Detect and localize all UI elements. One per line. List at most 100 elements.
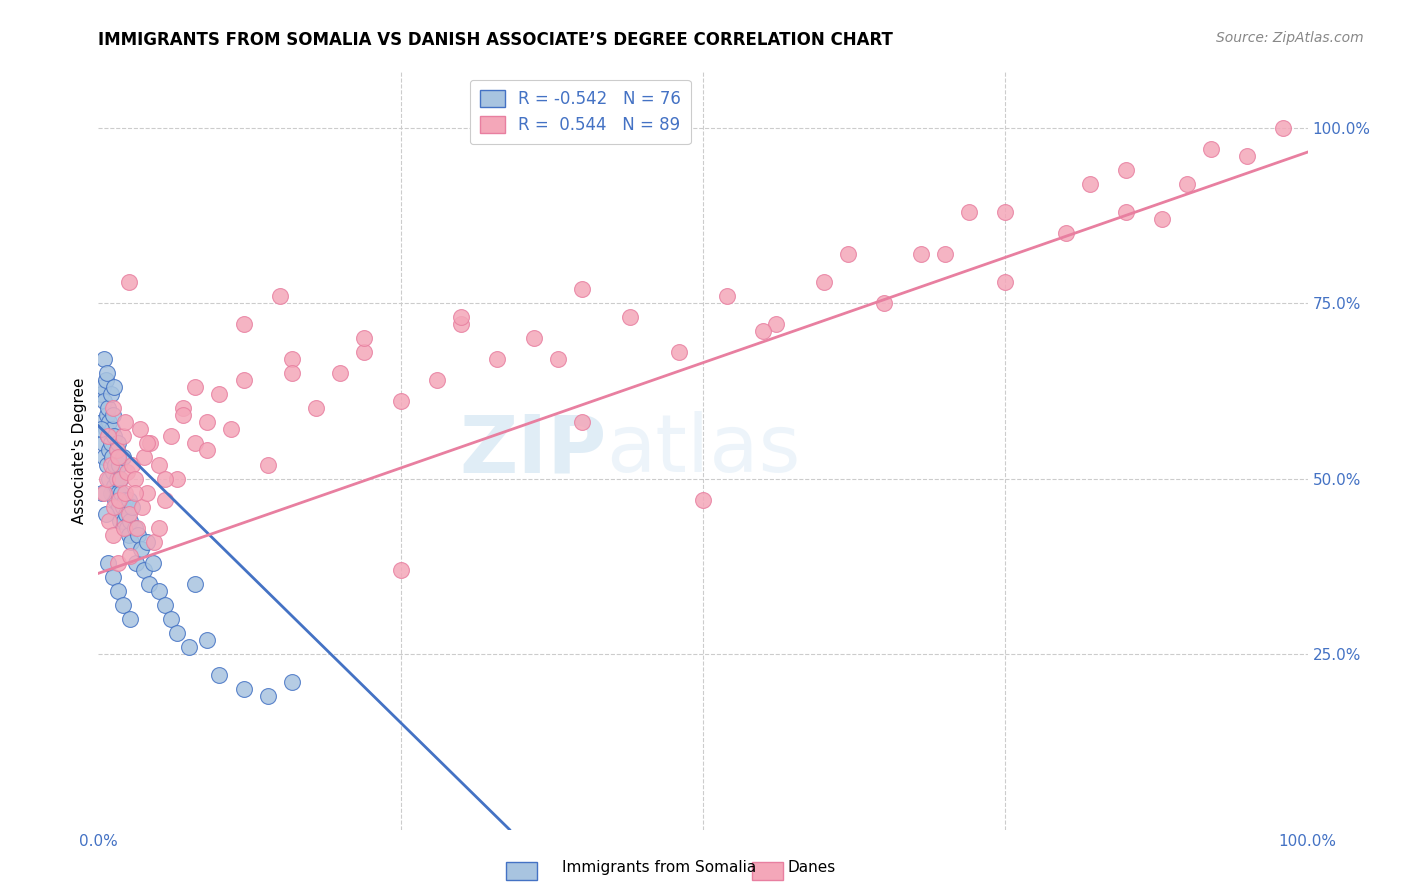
Point [135, 436, 157, 450]
Point [91, 380, 114, 394]
Point [118, 527, 141, 541]
Point [107, 583, 129, 598]
Point [281, 352, 304, 367]
Point [129, 541, 152, 556]
Legend: R = -0.542   N = 76, R =  0.544   N = 89: R = -0.542 N = 76, R = 0.544 N = 89 [470, 79, 690, 145]
Point [232, 682, 254, 697]
Point [118, 275, 141, 289]
Point [184, 577, 207, 591]
Point [108, 458, 131, 472]
Point [103, 380, 125, 394]
Point [97, 401, 120, 416]
Point [184, 436, 207, 450]
Point [98, 514, 121, 528]
Point [108, 471, 131, 485]
Point [195, 443, 218, 458]
Point [281, 366, 304, 380]
Point [117, 465, 139, 479]
Point [108, 514, 131, 528]
Point [1115, 162, 1137, 177]
Point [124, 485, 146, 500]
Point [128, 422, 150, 436]
Point [121, 500, 143, 514]
Point [96, 471, 118, 485]
Point [571, 282, 593, 296]
Text: Immigrants from Somalia: Immigrants from Somalia [562, 861, 756, 875]
Point [104, 492, 127, 507]
Point [114, 416, 136, 430]
Point [221, 422, 243, 436]
Point [118, 514, 141, 528]
Point [97, 429, 120, 443]
Point [108, 500, 131, 514]
Point [450, 310, 472, 324]
Point [547, 352, 569, 367]
Point [153, 598, 176, 612]
Point [148, 521, 170, 535]
Point [256, 689, 278, 703]
Point [98, 443, 121, 458]
Point [837, 247, 859, 261]
Point [107, 450, 129, 465]
Point [692, 492, 714, 507]
Point [208, 387, 231, 401]
Point [104, 458, 127, 472]
Point [101, 409, 124, 423]
Point [486, 352, 509, 367]
Point [93, 394, 115, 409]
Point [118, 507, 141, 521]
Point [195, 633, 218, 648]
Point [571, 416, 593, 430]
Point [232, 317, 254, 331]
Point [100, 485, 122, 500]
Text: IMMIGRANTS FROM SOMALIA VS DANISH ASSOCIATE’S DEGREE CORRELATION CHART: IMMIGRANTS FROM SOMALIA VS DANISH ASSOCI… [98, 31, 893, 49]
Point [138, 577, 160, 591]
Point [111, 598, 134, 612]
Point [934, 247, 956, 261]
Point [426, 373, 449, 387]
Point [523, 331, 546, 345]
Point [112, 521, 135, 535]
Point [101, 527, 124, 541]
Point [329, 366, 352, 380]
Point [101, 570, 124, 584]
Point [994, 204, 1017, 219]
Point [93, 485, 115, 500]
Point [269, 289, 291, 303]
Point [90, 387, 112, 401]
Point [127, 521, 149, 535]
Point [160, 429, 183, 443]
Point [97, 429, 120, 443]
Point [195, 416, 218, 430]
Point [93, 450, 115, 465]
Point [131, 500, 153, 514]
Point [134, 563, 156, 577]
Point [232, 373, 254, 387]
Point [110, 485, 132, 500]
Point [166, 471, 188, 485]
Point [114, 492, 136, 507]
Point [107, 485, 129, 500]
Point [389, 563, 412, 577]
Point [103, 478, 125, 492]
Point [127, 527, 149, 541]
Point [114, 485, 136, 500]
Y-axis label: Associate's Degree: Associate's Degree [72, 377, 87, 524]
Point [111, 500, 134, 514]
Point [1199, 142, 1222, 156]
Point [148, 458, 170, 472]
Point [619, 310, 641, 324]
Point [111, 450, 134, 465]
Point [103, 429, 125, 443]
Point [118, 612, 141, 626]
Point [93, 352, 115, 367]
Point [105, 471, 128, 485]
Point [1272, 120, 1295, 135]
Point [100, 450, 122, 465]
Point [100, 436, 122, 450]
Point [1175, 177, 1198, 191]
Point [134, 450, 156, 465]
Point [115, 507, 138, 521]
Point [98, 471, 121, 485]
Point [1152, 211, 1174, 226]
